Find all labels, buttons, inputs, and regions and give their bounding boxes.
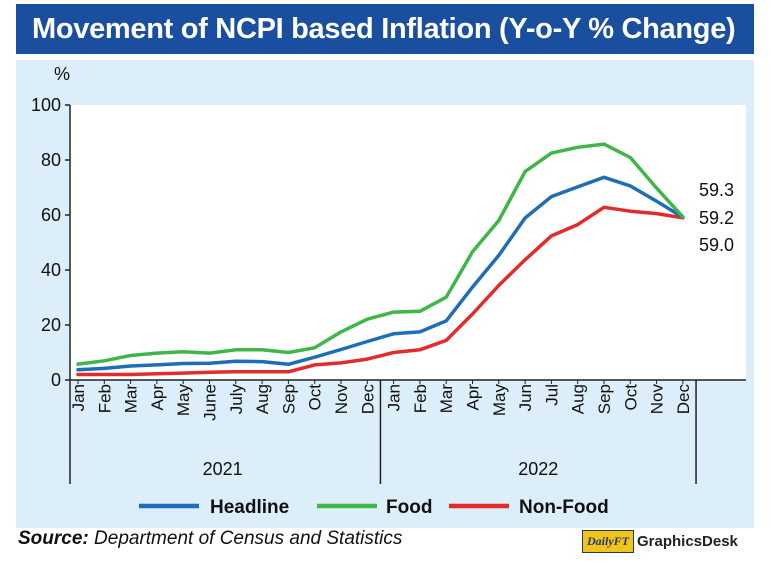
x-tick-label: Mar [437,384,456,414]
x-tick-label: Apr [148,384,167,411]
x-tick-label: May [174,384,193,417]
x-tick-label: Jan [385,384,404,411]
year-label: 2021 [203,459,243,479]
source-text: Department of Census and Statistics [94,528,403,549]
x-tick-label: June [201,384,220,421]
x-tick-label: Nov [332,384,351,415]
x-tick-label: Dec [358,384,377,415]
chart-title: Movement of NCPI based Inflation (Y-o-Y … [16,4,754,54]
y-tick-label: 40 [41,260,61,280]
x-tick-label: Feb [95,384,114,413]
x-tick-label: Nov [648,384,667,415]
graphics-desk-label: GraphicsDesk [637,532,738,550]
x-tick-label: Sep [279,384,298,414]
x-tick-label: Sep [595,384,614,414]
y-tick-label: 0 [51,370,61,390]
x-tick-label: Apr [464,384,483,411]
line-chart: 0 20 40 60 80 100% Jan Feb Mar Apr May June July Aug S… [31,64,746,518]
x-tick-label: Dec [674,384,693,415]
source-label: Source: [18,528,89,549]
legend-label-non-food: Non-Food [519,497,609,518]
x-tick-label: Feb [411,384,430,413]
x-tick-label: Oct [306,384,325,411]
x-tick-label: Aug [569,384,588,414]
series-line-non-food [76,205,685,377]
legend-label-headline: Headline [210,497,289,518]
y-tick-label: 60 [41,205,61,225]
y-tick-label: 100 [31,95,61,115]
chart-panel: 0 20 40 60 80 100% Jan Feb Mar Apr May June July Aug S… [16,60,754,528]
x-tick-label: July [227,384,246,415]
x-tick-label: Oct [621,384,640,411]
x-tick-label: May [490,384,509,417]
end-value-label: 59.3 [699,180,734,200]
y-tick-label: 20 [41,315,61,335]
source-note: Source: Department of Census and Statist… [18,528,402,550]
plot-area [70,105,746,380]
x-tick-label: Jan [69,384,88,411]
series-line-headline [76,175,685,372]
end-value-label: 59.2 [699,208,734,228]
legend-label-food: Food [386,497,432,518]
x-tick-label: Mar [122,384,141,414]
x-tick-label: Jun [516,384,535,411]
x-tick-label: Jul [542,384,561,406]
year-label: 2022 [518,459,558,479]
credit-logo: DailyFT GraphicsDesk [582,529,738,553]
series-line-food [76,142,685,366]
x-tick-label: Aug [253,384,272,414]
end-value-label: 59.0 [699,235,734,255]
y-tick-label: 80 [41,150,61,170]
y-axis-label: % [54,64,70,84]
dailyft-logo: DailyFT [582,529,634,553]
